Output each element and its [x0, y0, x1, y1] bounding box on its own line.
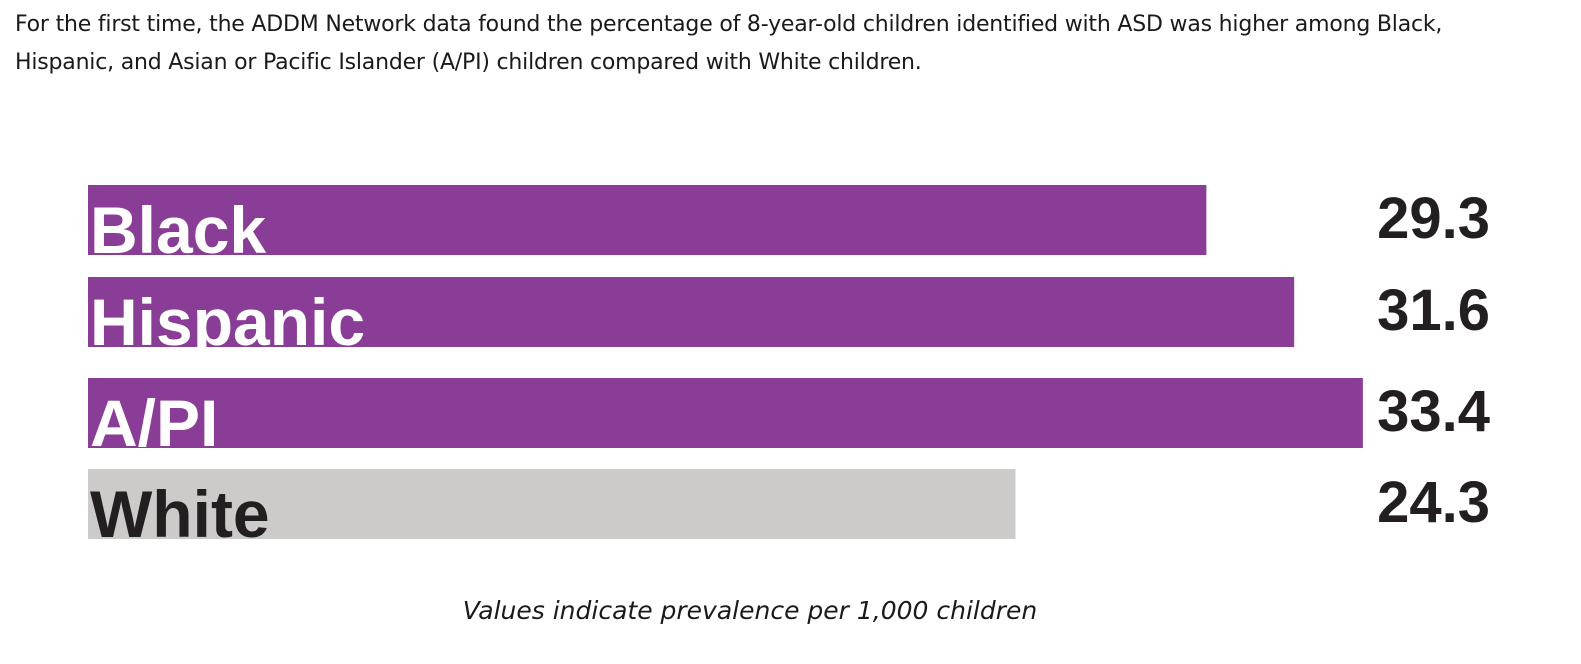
bar-a-pi	[88, 378, 1363, 448]
bar-label-white: White	[90, 477, 270, 551]
values-layer: 29.3 31.6 33.4 24.3	[1377, 186, 1490, 535]
bar-label-black: Black	[90, 193, 266, 267]
bar-white	[88, 469, 1016, 539]
value-label-hispanic: 31.6	[1377, 278, 1490, 343]
footnote: Values indicate prevalence per 1,000 chi…	[462, 596, 1038, 625]
value-label-white: 24.3	[1377, 470, 1490, 535]
bar-label-a-pi: A/PI	[90, 386, 218, 460]
bar-hispanic	[88, 277, 1295, 347]
bar-label-hispanic: Hispanic	[90, 285, 365, 359]
value-label-a-pi: 33.4	[1377, 379, 1490, 444]
bar-black	[88, 185, 1207, 255]
bars-layer	[88, 185, 1363, 539]
value-label-black: 29.3	[1377, 186, 1490, 251]
labels-layer: Black Hispanic A/PI White	[90, 193, 365, 551]
intro-text: For the first time, the ADDM Network dat…	[15, 12, 1443, 75]
